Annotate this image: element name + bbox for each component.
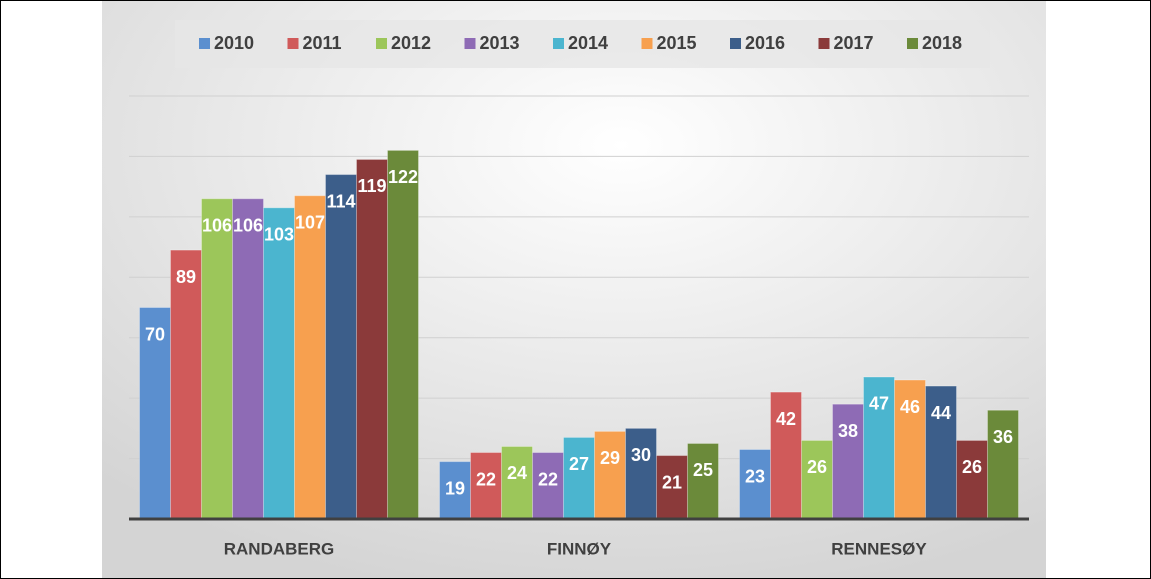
data-label: 21 [662,472,682,492]
bar [387,149,419,520]
legend-swatch [641,38,653,49]
bar [170,249,202,520]
legend-swatch [553,38,564,49]
data-label: 89 [176,267,196,287]
legend-swatch [287,38,299,49]
data-label: 44 [931,403,951,423]
legend-label: 2018 [922,33,962,53]
bar [656,455,688,520]
data-label: 107 [295,212,325,232]
data-label: 24 [507,463,527,483]
legend-swatch [376,38,387,49]
bar [294,195,326,520]
legend-label: 2014 [568,33,608,53]
bar [325,174,357,520]
bar [563,436,595,520]
bar [356,158,388,520]
data-label: 25 [693,460,713,480]
data-label: 22 [476,469,496,489]
data-label: 38 [838,421,858,441]
legend-label: 2013 [480,33,520,53]
legend-label: 2011 [303,33,342,53]
data-label: 26 [807,457,827,477]
data-label: 29 [600,448,620,468]
legend-label: 2012 [391,33,431,53]
bar [594,430,626,520]
data-label: 30 [631,445,651,465]
bar [801,439,833,520]
data-label: 122 [388,167,418,187]
bar [832,403,864,520]
data-label: 103 [264,225,294,245]
legend-swatch [818,38,830,49]
data-label: 114 [326,191,355,211]
data-label: 36 [993,427,1013,447]
legend-label: 2016 [745,33,785,53]
bar [739,449,771,520]
bar [201,198,233,520]
data-label: 106 [202,215,232,235]
legend-swatch [199,38,210,49]
data-label: 106 [233,215,263,235]
data-label: 23 [745,466,765,486]
legend-swatch [730,38,741,49]
bar [687,442,719,520]
data-label: 46 [900,397,920,417]
legend-swatch [464,38,476,49]
legend-box [175,20,990,68]
data-label: 70 [145,324,165,344]
data-label: 119 [357,176,386,196]
legend-label: 2010 [214,33,254,53]
bar [232,198,264,520]
data-label: 19 [445,478,465,498]
legend-swatch [907,38,918,49]
data-label: 27 [569,454,589,474]
data-label: 22 [538,469,558,489]
data-label: 47 [869,394,889,414]
legend-label: 2015 [657,33,697,53]
legend-label: 2017 [834,33,874,53]
bar [863,376,895,520]
bar [263,207,295,520]
x-tick-label: RANDABERG [224,539,335,558]
data-label: 26 [962,457,982,477]
bar [956,439,988,520]
bar [894,379,926,520]
x-tick-label: RENNESØY [831,539,927,558]
bar [625,427,657,520]
bar [532,452,564,520]
x-tick-label: FINNØY [547,539,612,558]
data-label: 42 [776,409,796,429]
